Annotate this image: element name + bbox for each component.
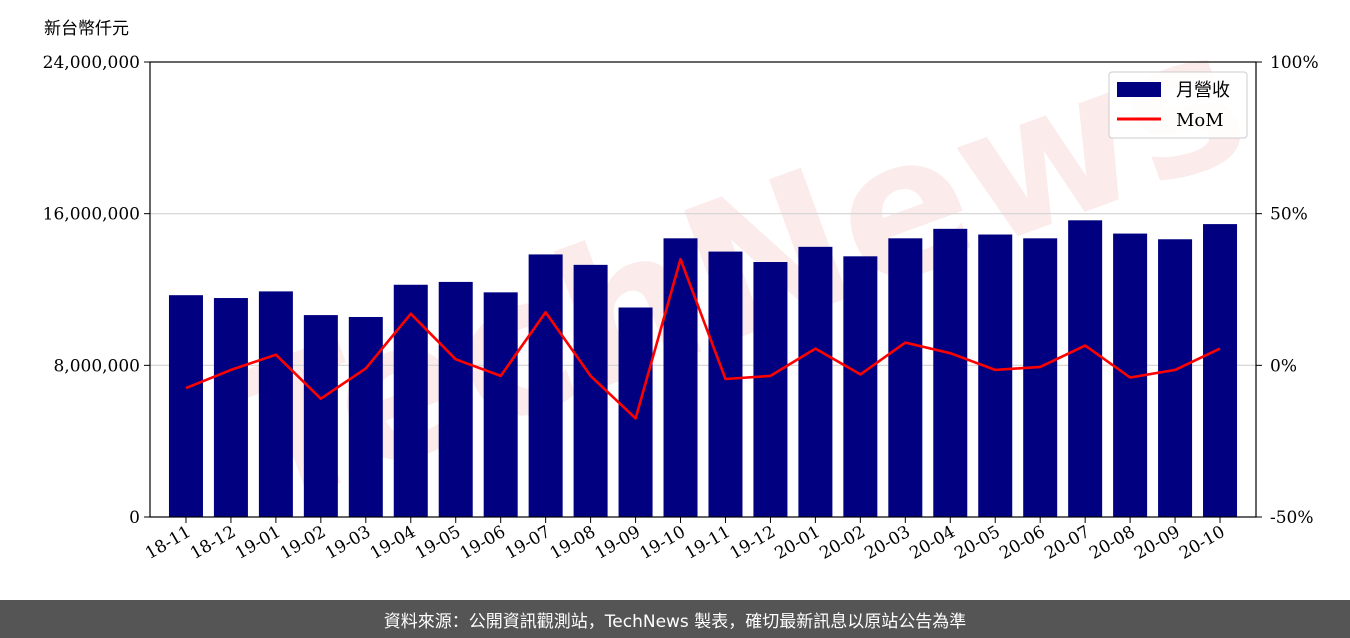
x-tick-label: 20-06: [996, 522, 1048, 564]
revenue-bar: [1203, 224, 1238, 517]
legend-label-mom: MoM: [1176, 110, 1224, 131]
legend-label-revenue: 月營收: [1176, 80, 1230, 101]
x-tick-label: 19-05: [412, 522, 464, 564]
x-tick-label: 20-09: [1131, 522, 1183, 564]
x-tick-label: 20-08: [1086, 522, 1138, 564]
revenue-bar: [888, 238, 923, 517]
x-tick-label: 19-11: [682, 522, 734, 564]
mom-line-layer: [185, 257, 1221, 420]
chart: TechNews 08,000,00016,000,00024,000,000-…: [43, 0, 1319, 564]
revenue-bar: [618, 307, 653, 517]
revenue-bar: [798, 246, 833, 517]
revenue-bar: [393, 284, 428, 517]
x-tick-label: 18-12: [187, 522, 239, 564]
revenue-bar: [753, 262, 788, 517]
x-tick-label: 20-05: [951, 522, 1003, 564]
revenue-bar: [348, 316, 383, 517]
revenue-bar: [1023, 238, 1058, 517]
x-tick-label: 20-02: [816, 522, 868, 564]
y-left-tick-label: 16,000,000: [43, 205, 140, 225]
x-tick-label: 20-07: [1041, 522, 1093, 564]
x-tick-label: 19-08: [547, 522, 599, 564]
x-tick-label: 19-09: [592, 522, 644, 564]
revenue-bar: [258, 291, 293, 517]
revenue-bar: [978, 234, 1013, 518]
x-tick-label: 19-06: [457, 522, 509, 564]
x-tick-label: 19-10: [637, 522, 689, 564]
y-unit-label: 新台幣仟元: [44, 19, 129, 39]
footer-source-note: 資料來源：公開資訊觀測站，TechNews 製表，確切最新訊息以原站公告為準: [0, 600, 1350, 638]
x-tick-label: 19-12: [726, 522, 778, 564]
revenue-bar: [573, 264, 608, 517]
x-tick-label: 20-10: [1176, 522, 1228, 564]
revenue-bar: [843, 256, 878, 517]
y-left-tick-label: 0: [129, 508, 140, 528]
revenue-bar: [528, 254, 563, 518]
x-tick-label: 19-07: [502, 522, 554, 564]
y-right-tick-label: 0%: [1270, 356, 1297, 376]
x-tick-label: 19-01: [232, 522, 284, 564]
revenue-bar: [1158, 239, 1193, 517]
revenue-bar: [933, 228, 968, 518]
y-left-tick-label: 24,000,000: [43, 53, 140, 73]
y-right-tick-label: 50%: [1270, 205, 1308, 225]
plot-frame: [149, 61, 1257, 518]
y-right-tick-label: 100%: [1270, 53, 1319, 73]
x-tick-label: 20-01: [771, 522, 823, 564]
x-tick-label: 19-04: [367, 522, 419, 564]
revenue-bar: [708, 251, 743, 518]
revenue-bar: [303, 315, 338, 517]
legend: 月營收 MoM: [1108, 71, 1248, 139]
x-tick-label: 20-04: [906, 522, 958, 564]
mom-line: [185, 257, 1221, 420]
revenue-bar: [483, 292, 518, 517]
y-right-tick-label: -50%: [1270, 508, 1314, 528]
revenue-bar: [438, 281, 473, 517]
y-left-tick-label: 8,000,000: [53, 356, 140, 376]
revenue-bars: [168, 220, 1238, 518]
revenue-bar: [213, 298, 248, 517]
revenue-bar: [1068, 220, 1103, 518]
revenue-bar: [663, 238, 698, 517]
x-tick-label: 18-11: [142, 522, 194, 564]
revenue-bar: [168, 295, 203, 517]
x-tick-label: 20-03: [861, 522, 913, 564]
legend-swatch-revenue: [1117, 82, 1161, 97]
